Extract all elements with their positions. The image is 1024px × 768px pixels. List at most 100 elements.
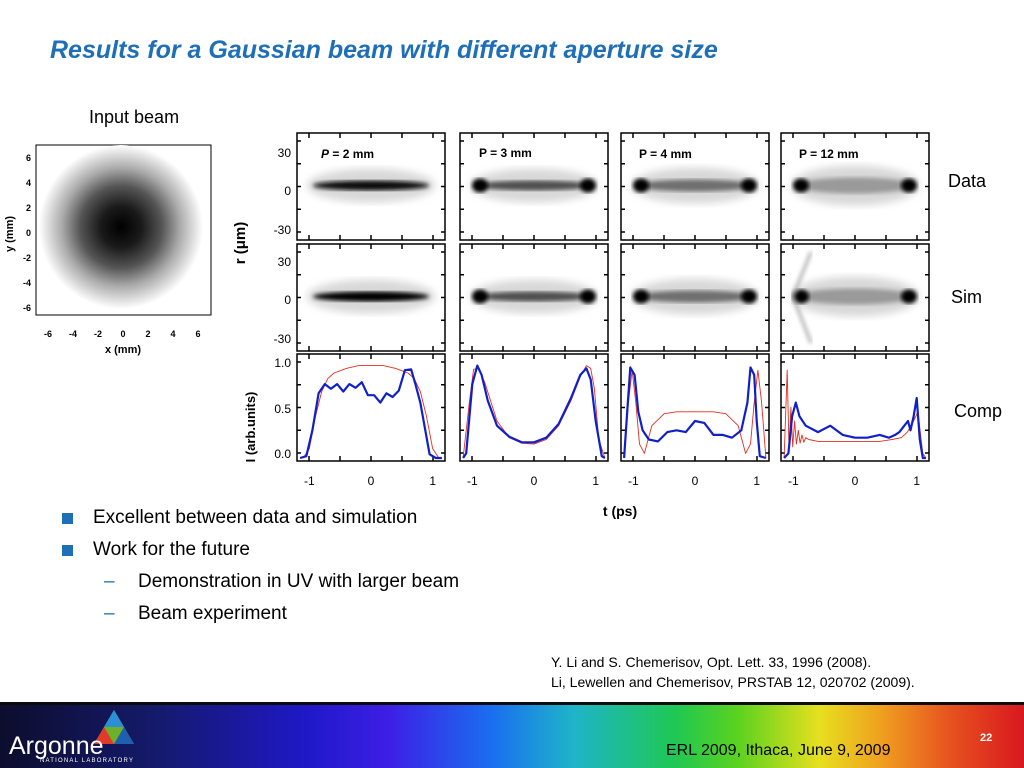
dash-icon: – — [104, 603, 115, 624]
y-tick-label: 4 — [26, 178, 31, 188]
y-tick-label: 0 — [26, 228, 31, 238]
sub-bullet-text: Beam experiment — [138, 603, 287, 624]
intensity-core — [797, 177, 913, 194]
x-tick-label: -2 — [94, 329, 102, 339]
t-tick-label: 1 — [913, 474, 920, 488]
footer-bar: Argonne NATIONAL LABORATORY ERL 2009, It… — [0, 702, 1024, 768]
reference-1: Y. Li and S. Chemerisov, Opt. Lett. 33, … — [551, 654, 872, 670]
intensity-edge — [901, 178, 917, 193]
bullet-square-icon — [62, 544, 73, 556]
t-tick-label: -1 — [788, 474, 799, 488]
row-label-sim: Sim — [951, 287, 982, 307]
panel-title-2mm: P = 2 mm — [321, 147, 374, 161]
sub-bullet-text: Demonstration in UV with larger beam — [138, 571, 460, 592]
t-tick-label: 1 — [753, 474, 760, 488]
y-axis-label: y (mm) — [4, 216, 16, 252]
input-beam-label: Input beam — [89, 107, 180, 127]
intensity-edge — [741, 178, 757, 193]
x-tick-label: -4 — [69, 329, 77, 339]
intensity-core — [313, 180, 429, 191]
intensity-edge — [580, 289, 596, 304]
argonne-logo-icon — [94, 710, 134, 744]
intensity-core — [637, 290, 753, 303]
i-tick-label: 1.0 — [274, 356, 291, 370]
row-label-data: Data — [948, 171, 987, 191]
r-axis-label: r (μm) — [232, 222, 249, 265]
t-tick-label: 0 — [368, 474, 375, 488]
intensity-edge — [793, 289, 809, 304]
intensity-edge — [793, 178, 809, 193]
intensity-edge — [472, 178, 488, 193]
footer-text: ERL 2009, Ithaca, June 9, 2009 — [666, 742, 891, 759]
references: Y. Li and S. Chemerisov, Opt. Lett. 33, … — [551, 652, 915, 692]
t-tick-label: 1 — [592, 474, 599, 488]
series-line — [783, 396, 926, 460]
panel-frame — [296, 353, 446, 462]
r-tick-label: 0 — [284, 293, 291, 307]
x-tick-label: 2 — [145, 329, 150, 339]
series-line — [783, 369, 927, 459]
series-line — [462, 365, 606, 459]
intensity-edge — [633, 289, 649, 304]
r-tick-label: 0 — [284, 184, 291, 198]
series-line — [623, 369, 767, 459]
footer-divider — [0, 702, 1024, 705]
i-tick-label: 0.5 — [274, 402, 291, 416]
y-tick-label: 2 — [26, 203, 31, 213]
r-tick-label: -30 — [274, 332, 292, 346]
sub-bullet-item: – Beam experiment — [62, 598, 459, 630]
bullet-item: Work for the future — [62, 534, 459, 566]
panel-title-12mm: P = 12 mm — [799, 147, 859, 161]
y-tick-label: -2 — [23, 253, 31, 263]
y-tick-label: -6 — [23, 303, 31, 313]
t-tick-label: -1 — [304, 474, 315, 488]
intensity-core — [797, 288, 913, 305]
argonne-logo-subtext: NATIONAL LABORATORY — [40, 758, 135, 764]
x-tick-label: 6 — [195, 329, 200, 339]
bullet-item: Excellent between data and simulation — [62, 502, 459, 534]
intensity-core — [476, 291, 592, 302]
series-line — [623, 366, 767, 460]
intensity-core — [313, 291, 429, 302]
i-tick-label: 0.0 — [274, 447, 291, 461]
intensity-edge — [741, 289, 757, 304]
bullet-square-icon — [62, 512, 73, 524]
panel-title-4mm: P = 4 mm — [639, 147, 692, 161]
dash-icon: – — [104, 571, 115, 592]
y-tick-label: 6 — [26, 153, 31, 163]
sim-wavefront — [792, 251, 812, 344]
series-line — [302, 365, 440, 459]
argonne-logo-text: Argonne — [9, 732, 104, 760]
r-tick-label: 30 — [278, 146, 292, 160]
x-tick-label: -6 — [44, 329, 52, 339]
r-tick-label: 30 — [278, 255, 292, 269]
results-figure: 30 0 -30 30 0 -30 1.0 0.5 0.0 r (μm) I (… — [232, 132, 930, 519]
sub-bullet-item: – Demonstration in UV with larger beam — [62, 566, 459, 598]
t-axis-label: t (ps) — [603, 503, 637, 519]
bullet-text: Excellent between data and simulation — [93, 507, 418, 528]
x-tick-label: 4 — [170, 329, 175, 339]
row-label-comp: Comp — [954, 401, 1003, 421]
x-axis-label: x (mm) — [105, 344, 141, 356]
intensity-edge — [901, 289, 917, 304]
panel-title-3mm: P = 3 mm — [479, 146, 532, 160]
series-line — [299, 368, 442, 460]
input-beam-plot: -6 -4 -2 0 2 4 6 6 4 2 0 -2 -4 -6 x (mm)… — [4, 144, 212, 356]
gaussian-spot — [39, 145, 203, 309]
intensity-edge — [580, 178, 596, 193]
y-tick-label: -4 — [23, 278, 31, 288]
t-tick-label: 0 — [692, 474, 699, 488]
intensity-edge — [472, 289, 488, 304]
intensity-core — [476, 180, 592, 191]
intensity-edge — [633, 178, 649, 193]
reference-2: Li, Lewellen and Chemerisov, PRSTAB 12, … — [551, 674, 915, 690]
r-tick-label: -30 — [274, 223, 292, 237]
intensity-core — [637, 179, 753, 192]
t-tick-label: 0 — [531, 474, 538, 488]
panel-frame — [780, 353, 930, 462]
page-number: 22 — [980, 732, 993, 744]
bullet-text: Work for the future — [93, 539, 250, 560]
slide-title: Results for a Gaussian beam with differe… — [50, 36, 718, 64]
t-tick-label: 1 — [429, 474, 436, 488]
t-tick-label: 0 — [852, 474, 859, 488]
